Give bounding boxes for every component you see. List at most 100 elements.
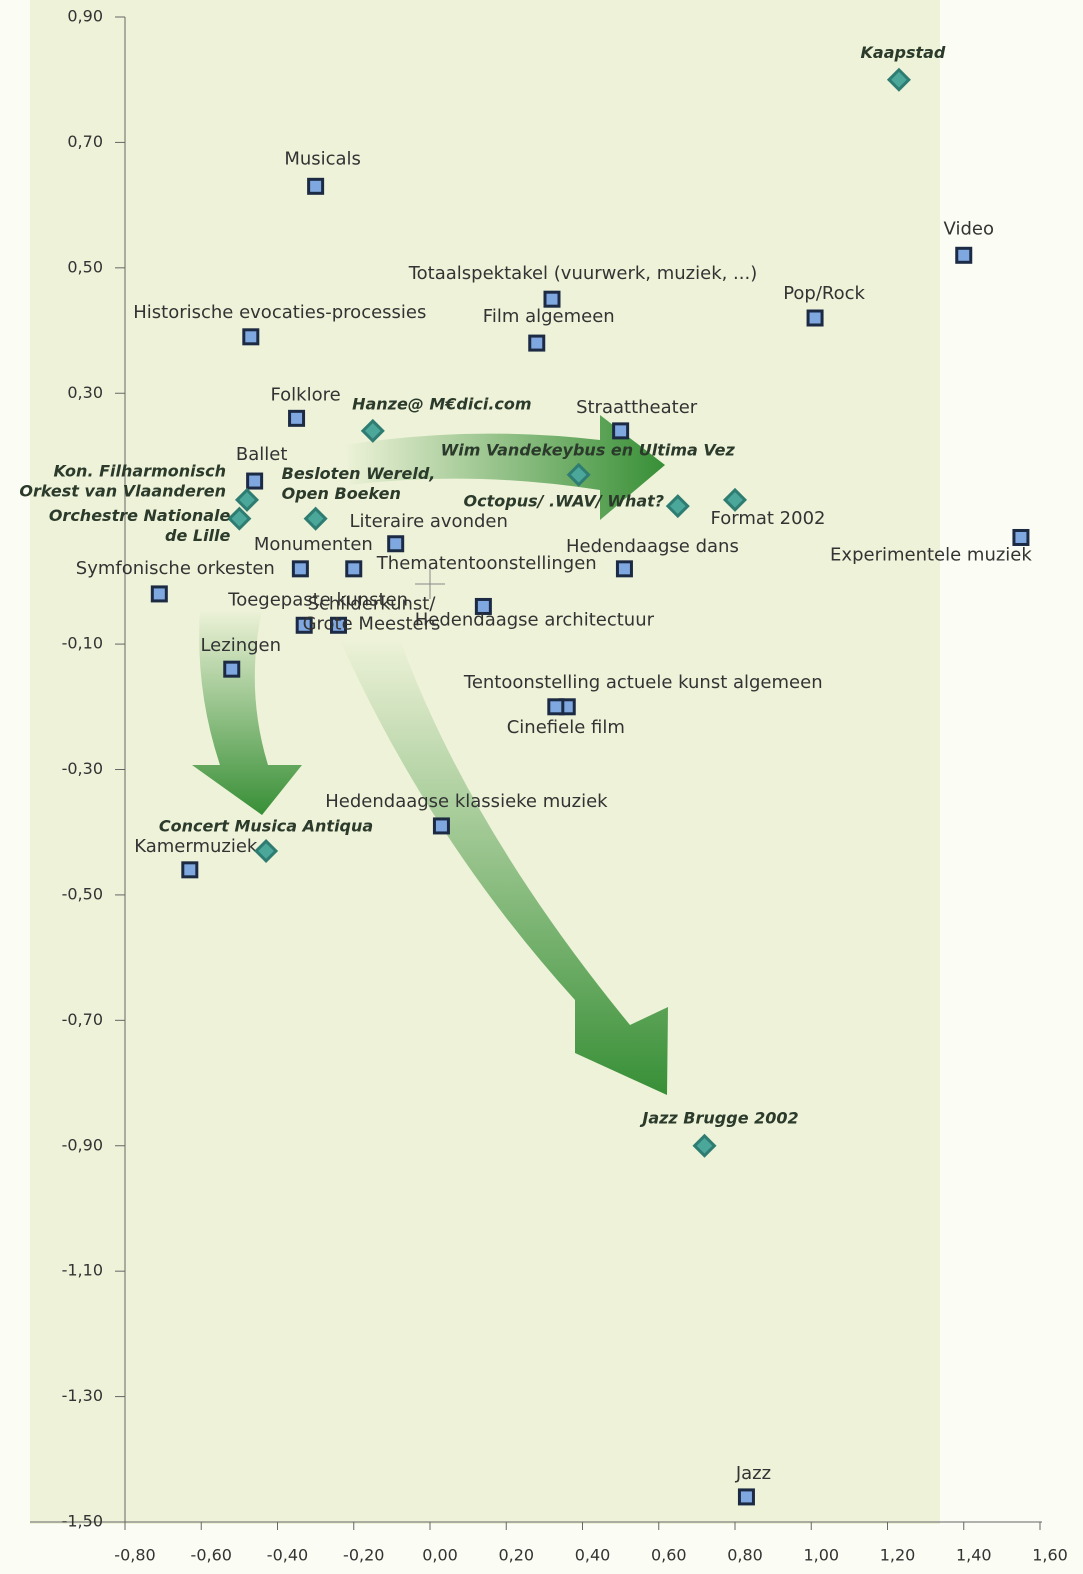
y-tick-label: -0,70 [62,1010,103,1029]
point [288,409,306,427]
point [722,487,748,512]
point-label: Orchestre Nationale [49,506,231,525]
point [955,246,973,264]
point-label: Schilderkunst/ [308,593,437,614]
point [566,462,591,487]
point [254,838,279,864]
point [886,67,911,92]
x-tick-label: 0,40 [575,1546,611,1565]
point [612,422,630,440]
x-tick-label: -0,60 [191,1546,232,1565]
point-label: Literaire avonden [349,511,507,532]
point [295,616,313,634]
point-label: Straattheater [576,397,698,418]
point-label: Video [944,218,994,239]
x-tick-label: 1,60 [1032,1546,1068,1565]
point [387,535,405,553]
point-label: Format 2002 [711,508,826,529]
point-label: Kamermuziek [134,836,258,857]
arrow [192,610,302,815]
point-label: Besloten Wereld, [282,464,436,483]
point-label: Hedendaagse dans [566,536,739,557]
y-tick-label: 0,70 [67,132,103,151]
y-tick-label: -1,10 [62,1261,103,1280]
point-label: Hedendaagse architectuur [415,609,655,630]
plot-background [30,0,940,1524]
point-label: Pop/Rock [783,283,865,304]
point-label: Orkest van Vlaanderen [19,481,226,500]
point-label: Thematentoonstellingen [376,553,597,574]
point-label: Lezingen [200,635,281,656]
point [665,494,690,519]
point-label: Hedendaagse klassieke muziek [325,791,608,812]
x-tick-label: 0,60 [651,1546,687,1565]
point [737,1488,755,1506]
point-label: Kon. Filharmonisch [54,461,226,480]
point-label: Octopus/ .WAV/ What? [464,492,665,511]
point [246,472,264,490]
arrow [340,640,668,1095]
point-label: Hanze@ M€dici.com [352,394,532,413]
point [181,861,199,879]
y-tick-label: 0,90 [67,7,103,26]
point [303,506,328,531]
point [242,328,260,346]
y-tick-label: -0,30 [62,759,103,778]
point-label: Experimentele muziek [830,544,1032,565]
point [330,616,347,634]
point [234,487,260,512]
point-label: Open Boeken [282,484,401,503]
point-label: Musicals [284,148,361,169]
x-tick-label: 1,00 [803,1546,839,1565]
point [615,560,633,578]
point-label: Film algemeen [483,306,615,327]
point-label: Jazz Brugge 2002 [639,1108,798,1127]
point [528,334,546,352]
point [474,597,492,615]
x-tick-label: -0,20 [343,1546,384,1565]
point-label: Tentoonstelling actuele kunst algemeen [463,672,823,693]
y-tick-label: -0,10 [62,634,103,653]
point-label: Ballet [236,444,288,465]
point [432,817,450,835]
arrow [345,415,665,520]
point [227,506,252,531]
point-label: Concert Musica Antiqua [159,817,373,836]
point-label: Monumenten [254,534,373,555]
y-tick-label: -1,50 [62,1512,103,1531]
point-label: Grote Meesters [303,613,441,634]
point [806,309,824,327]
point [1012,528,1030,546]
point-label: Totaalspektakel (vuurwerk, muziek, ...) [408,263,758,284]
point [291,560,309,578]
x-tick-label: 0,20 [498,1546,534,1565]
point-label: Historische evocaties-processies [133,302,426,323]
point-label: Jazz [735,1463,771,1484]
x-tick-label: 0,00 [422,1546,458,1565]
point-label: de Lille [165,526,231,545]
x-tick-label: 1,40 [956,1546,992,1565]
x-tick-label: 1,20 [880,1546,916,1565]
point [223,660,241,678]
point-label: Wim Vandekeybus en Ultima Vez [441,440,736,459]
x-tick-label: 0,80 [727,1546,763,1565]
point [547,698,565,716]
point-label: Folklore [270,384,340,405]
point [307,177,325,195]
x-tick-label: -0,80 [114,1546,155,1565]
x-tick-label: -0,40 [267,1546,308,1565]
point-label: Toegepaste kunsten [227,589,408,610]
point [345,560,363,578]
point [692,1133,717,1158]
point-label: Kaapstad [861,43,946,62]
point [543,290,561,308]
y-tick-label: 0,50 [67,257,103,276]
y-tick-label: 0,30 [67,383,103,402]
point-label: Symfonische orkesten [76,558,275,579]
y-tick-label: -0,90 [62,1135,103,1154]
y-tick-label: -0,50 [62,884,103,903]
point-label: Cinefiele film [507,717,625,738]
y-tick-label: -1,30 [62,1386,103,1405]
